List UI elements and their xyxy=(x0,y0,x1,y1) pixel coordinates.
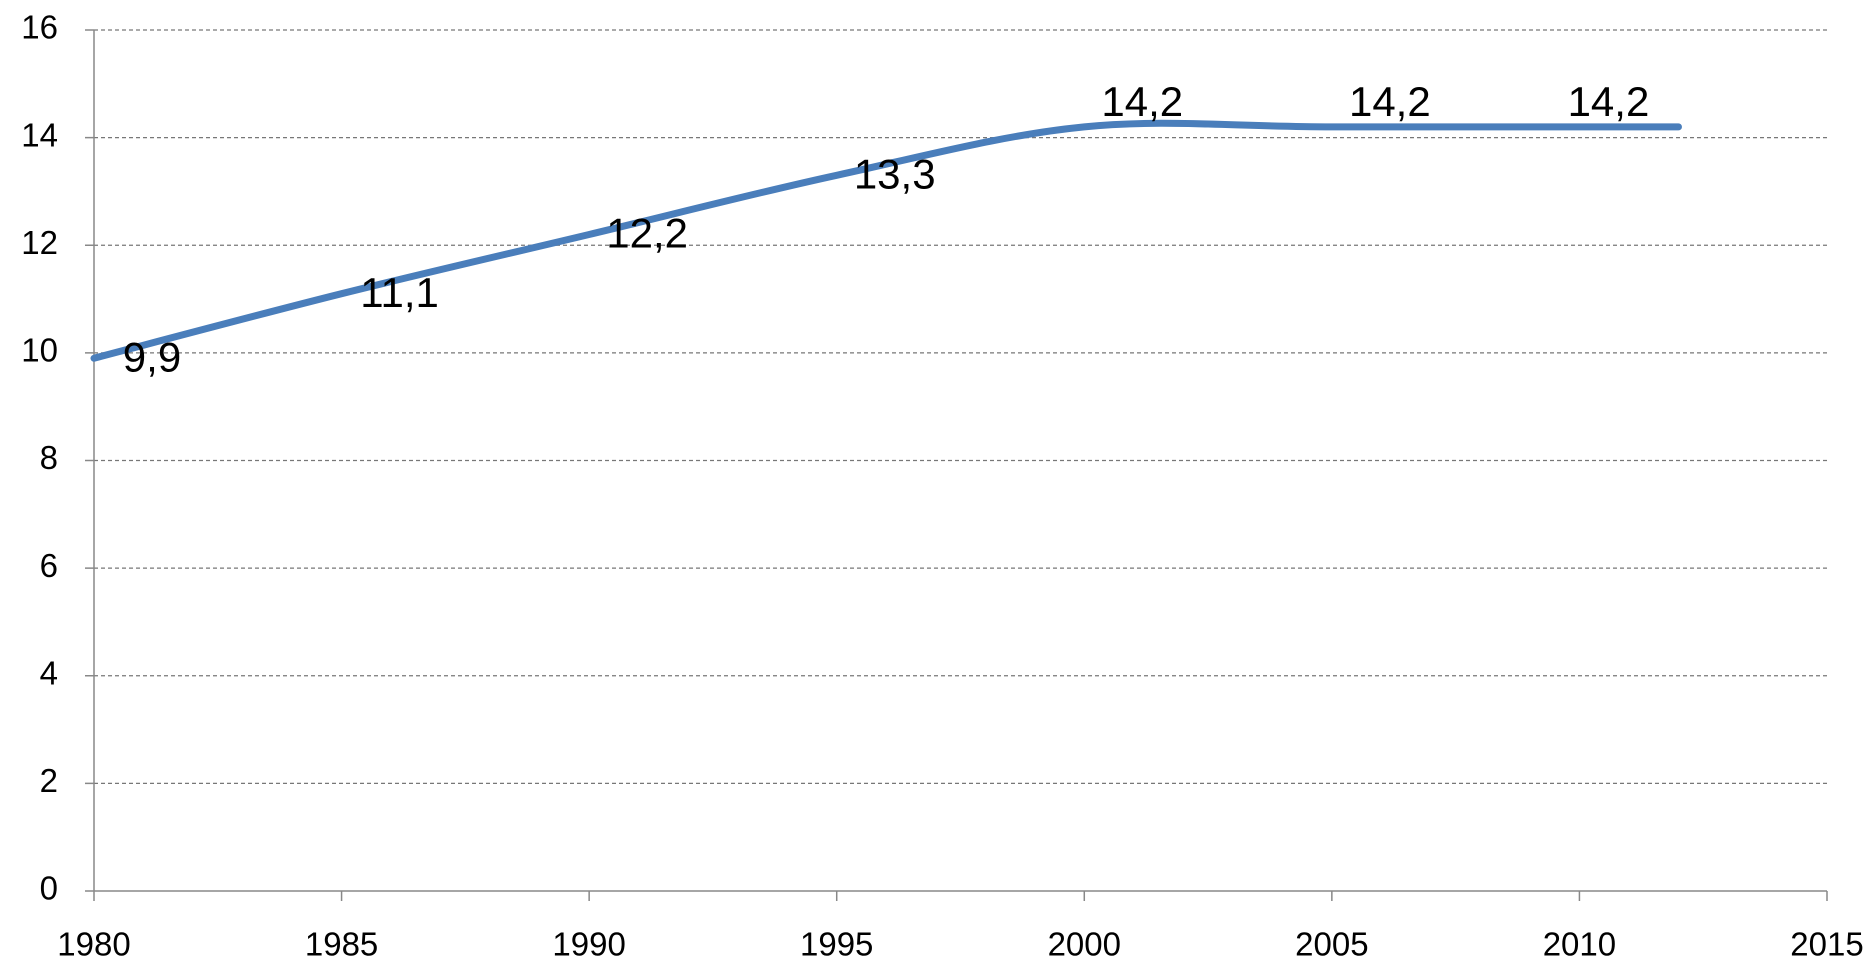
data-label: 14,2 xyxy=(1568,78,1650,125)
y-tick-label: 12 xyxy=(21,224,58,261)
x-tick-label: 2000 xyxy=(1048,926,1121,963)
y-tick-label: 2 xyxy=(40,762,58,799)
x-tick-label: 1985 xyxy=(305,926,378,963)
data-label: 14,2 xyxy=(1101,78,1183,125)
y-tick-label: 0 xyxy=(40,870,58,907)
y-tick-label: 14 xyxy=(21,116,58,153)
chart: 0 2 4 6 8 10 12 14 16 1980 1985 1990 1995 2000 2005 201… xyxy=(0,0,1875,964)
x-tick-label: 2015 xyxy=(1790,926,1863,963)
y-tick-label: 4 xyxy=(40,654,58,691)
x-tick-label: 1980 xyxy=(57,926,130,963)
data-label: 12,2 xyxy=(606,210,688,257)
data-label: 14,2 xyxy=(1349,78,1431,125)
x-tick-label: 2005 xyxy=(1295,926,1368,963)
data-label: 11,1 xyxy=(360,269,439,316)
y-tick-label: 6 xyxy=(40,547,58,584)
data-label: 13,3 xyxy=(854,150,936,197)
y-tick-label: 16 xyxy=(21,9,58,46)
x-tick-label: 1990 xyxy=(552,926,625,963)
x-tick-label: 2010 xyxy=(1543,926,1616,963)
x-tick-label: 1995 xyxy=(800,926,873,963)
data-label: 9,9 xyxy=(123,333,181,380)
y-tick-label: 10 xyxy=(21,332,58,369)
y-tick-label: 8 xyxy=(40,439,58,476)
